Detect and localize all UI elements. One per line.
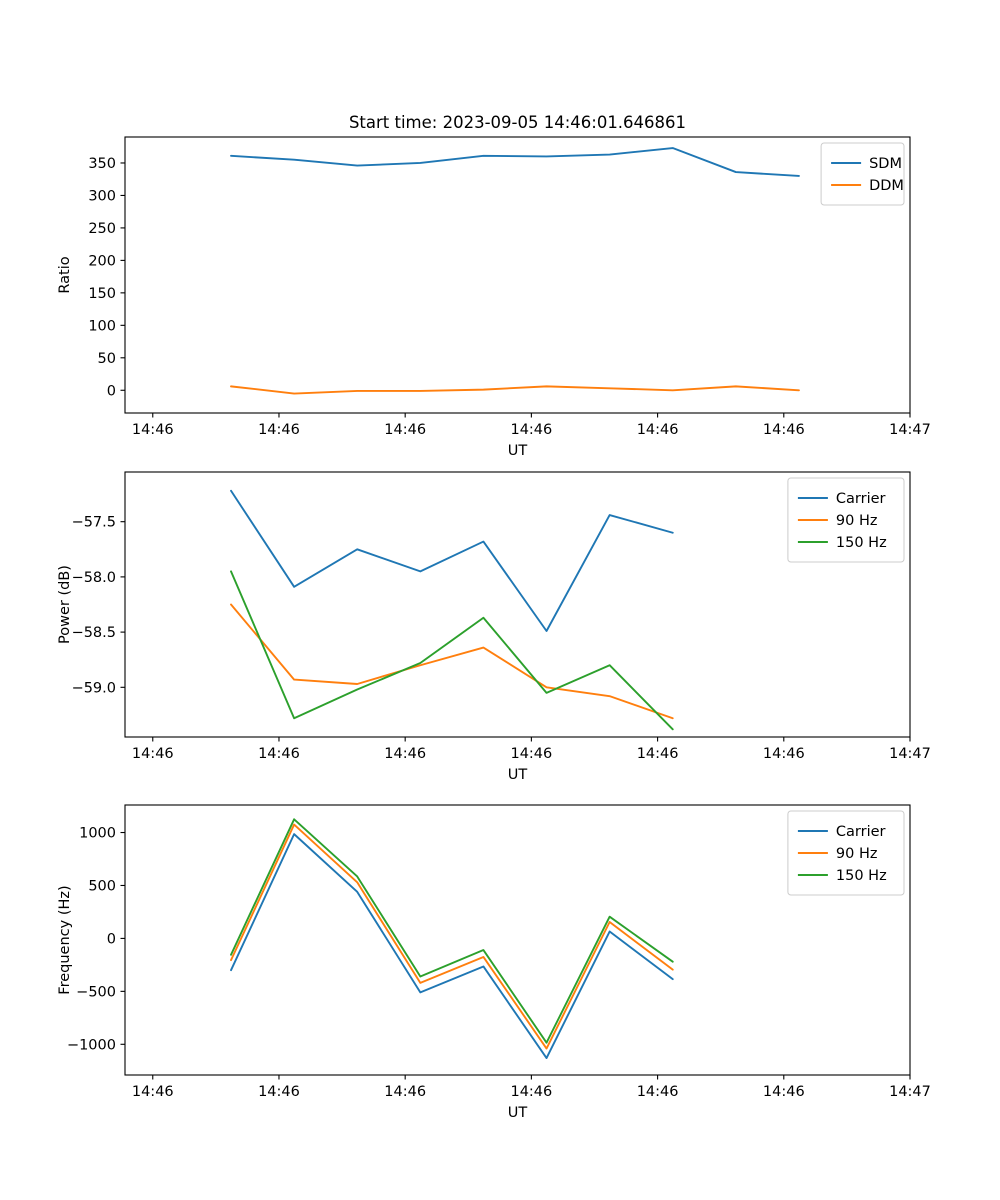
x-tick-label: 14:46: [510, 746, 552, 762]
x-tick-label: 14:46: [637, 1084, 679, 1100]
y-tick-label: −57.5: [72, 515, 116, 531]
chart-title: Start time: 2023-09-05 14:46:01.646861: [349, 113, 686, 132]
series-line-150-hz: [230, 570, 674, 731]
series-line-sdm: [230, 147, 800, 177]
legend: Carrier 90 Hz 150 Hz: [787, 477, 905, 563]
y-tick-label: 50: [98, 351, 116, 367]
y-tick-label: 300: [88, 188, 116, 204]
series-line-90-hz: [230, 603, 674, 720]
y-tick-label: 200: [88, 253, 116, 269]
legend-label-ddm: DDM: [869, 178, 904, 194]
legend-label-90-hz: 90 Hz: [836, 846, 878, 862]
y-tick-label: 250: [88, 221, 116, 237]
x-tick-label: 14:46: [258, 422, 300, 438]
legend: SDM DDM: [820, 142, 905, 206]
x-tick-label: 14:46: [258, 1084, 300, 1100]
y-tick-label: −58.0: [72, 570, 116, 586]
legend-box: [820, 142, 905, 206]
y-tick-label: 0: [107, 931, 116, 947]
subplot-frequency: 14:46 14:46 14:46 14:46 14:46 14:46 14:47 −1000…: [0, 790, 1000, 1130]
x-tick-label: 14:46: [132, 1084, 174, 1100]
x-axis-label: UT: [508, 443, 528, 459]
y-axis-label: Frequency (Hz): [57, 885, 73, 994]
legend-label-carrier: Carrier: [836, 491, 886, 507]
x-tick-label: 14:47: [889, 422, 931, 438]
legend-label-150-hz: 150 Hz: [836, 868, 887, 884]
subplot-power: 14:46 14:46 14:46 14:46 14:46 14:46 14:47 −57.5…: [0, 455, 1000, 790]
x-tick-label: 14:46: [510, 422, 552, 438]
y-tick-label: −1000: [67, 1037, 116, 1053]
legend: Carrier 90 Hz 150 Hz: [787, 810, 905, 896]
x-tick-label: 14:46: [510, 1084, 552, 1100]
y-tick-label: 350: [88, 156, 116, 172]
legend-label-sdm: SDM: [869, 156, 902, 172]
x-tick-label: 14:46: [384, 746, 426, 762]
power-panel-svg: 14:46 14:46 14:46 14:46 14:46 14:46 14:47 −57.5…: [57, 471, 931, 783]
frequency-panel-svg: 14:46 14:46 14:46 14:46 14:46 14:46 14:47 −1000…: [57, 804, 931, 1121]
x-tick-label: 14:46: [258, 746, 300, 762]
y-tick-label: 1000: [79, 826, 116, 842]
y-axis-label: Power (dB): [57, 565, 73, 644]
ratio-panel-svg: Start time: 2023-09-05 14:46:01.646861 14…: [57, 113, 931, 459]
legend-label-150-hz: 150 Hz: [836, 535, 887, 551]
y-tick-label: 500: [88, 878, 116, 894]
y-tick-label: 0: [107, 383, 116, 399]
x-tick-label: 14:47: [889, 746, 931, 762]
series-line-90-hz: [230, 823, 674, 1050]
x-tick-label: 14:46: [132, 746, 174, 762]
axes-frame: [124, 136, 911, 414]
x-axis-label: UT: [508, 767, 528, 783]
x-tick-label: 14:46: [384, 422, 426, 438]
series-line-ddm: [230, 385, 800, 395]
x-tick-label: 14:46: [637, 422, 679, 438]
y-tick-label: 150: [88, 286, 116, 302]
subplot-ratio: Start time: 2023-09-05 14:46:01.646861 14…: [0, 110, 1000, 459]
x-axis-label: UT: [508, 1105, 528, 1121]
series-line-carrier: [230, 489, 674, 632]
x-tick-label: 14:46: [384, 1084, 426, 1100]
x-tick-label: 14:47: [889, 1084, 931, 1100]
series-line-150-hz: [230, 818, 674, 1044]
y-tick-label: −58.5: [72, 625, 116, 641]
x-tick-label: 14:46: [132, 422, 174, 438]
y-tick-label: −59.0: [72, 680, 116, 696]
legend-label-90-hz: 90 Hz: [836, 513, 878, 529]
axes-frame: [124, 804, 911, 1076]
x-tick-label: 14:46: [763, 1084, 805, 1100]
y-tick-label: 100: [88, 318, 116, 334]
series-line-carrier: [230, 833, 674, 1060]
axes-frame: [124, 471, 911, 738]
x-tick-label: 14:46: [763, 746, 805, 762]
legend-label-carrier: Carrier: [836, 824, 886, 840]
x-tick-label: 14:46: [637, 746, 679, 762]
y-tick-label: −500: [76, 984, 116, 1000]
y-axis-label: Ratio: [57, 256, 73, 293]
x-tick-label: 14:46: [763, 422, 805, 438]
